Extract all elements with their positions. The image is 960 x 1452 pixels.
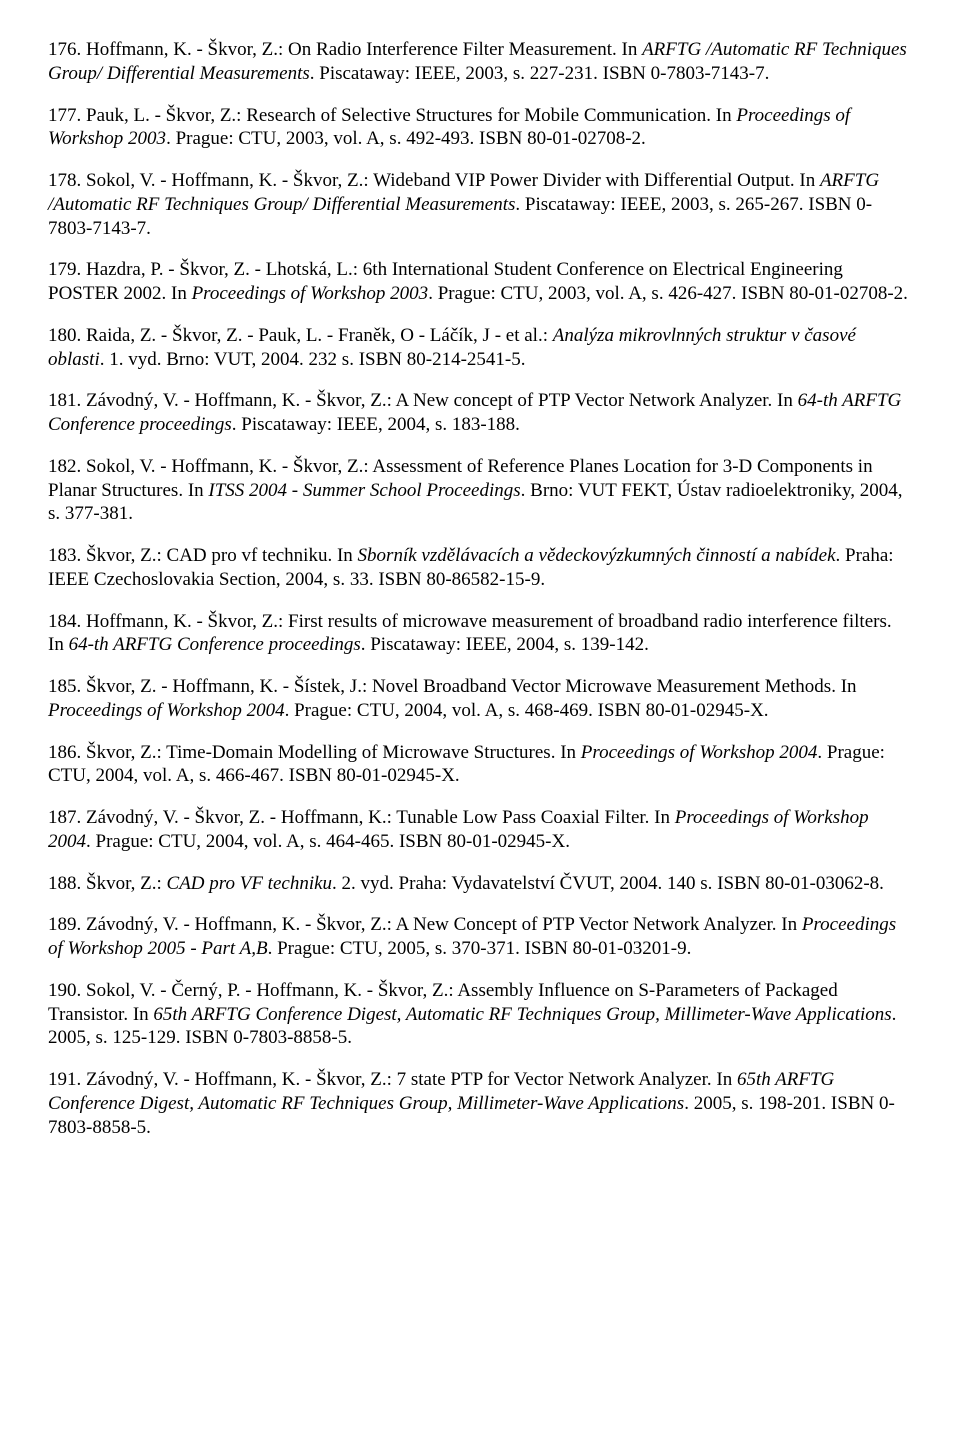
reference-number: 189.	[48, 914, 81, 935]
reference-number: 186.	[48, 742, 81, 763]
reference-text: Pauk, L. - Škvor, Z.: Research of Select…	[48, 105, 850, 150]
reference-number: 179.	[48, 259, 81, 280]
reference-number: 182.	[48, 456, 81, 477]
reference-text: Hazdra, P. - Škvor, Z. - Lhotská, L.: 6t…	[48, 259, 908, 304]
reference-item: 182. Sokol, V. - Hoffmann, K. - Škvor, Z…	[48, 455, 912, 526]
reference-item: 180. Raida, Z. - Škvor, Z. - Pauk, L. - …	[48, 324, 912, 372]
reference-item: 177. Pauk, L. - Škvor, Z.: Research of S…	[48, 104, 912, 152]
reference-text: Škvor, Z.: CAD pro VF techniku. 2. vyd. …	[86, 873, 884, 894]
reference-text: Škvor, Z. - Hoffmann, K. - Šístek, J.: N…	[48, 676, 857, 721]
reference-item: 191. Závodný, V. - Hoffmann, K. - Škvor,…	[48, 1068, 912, 1139]
reference-text: Raida, Z. - Škvor, Z. - Pauk, L. - Franě…	[48, 325, 856, 370]
reference-number: 185.	[48, 676, 81, 697]
reference-text: Závodný, V. - Hoffmann, K. - Škvor, Z.: …	[48, 914, 896, 959]
reference-text: Sokol, V. - Černý, P. - Hoffmann, K. - Š…	[48, 980, 896, 1049]
reference-text: Sokol, V. - Hoffmann, K. - Škvor, Z.: As…	[48, 456, 903, 525]
reference-item: 179. Hazdra, P. - Škvor, Z. - Lhotská, L…	[48, 258, 912, 306]
reference-item: 178. Sokol, V. - Hoffmann, K. - Škvor, Z…	[48, 169, 912, 240]
reference-number: 176.	[48, 39, 81, 60]
reference-item: 188. Škvor, Z.: CAD pro VF techniku. 2. …	[48, 872, 912, 896]
reference-number: 187.	[48, 807, 81, 828]
reference-number: 178.	[48, 170, 81, 191]
reference-item: 185. Škvor, Z. - Hoffmann, K. - Šístek, …	[48, 675, 912, 723]
reference-number: 181.	[48, 390, 81, 411]
reference-item: 183. Škvor, Z.: CAD pro vf techniku. In …	[48, 544, 912, 592]
reference-text: Sokol, V. - Hoffmann, K. - Škvor, Z.: Wi…	[48, 170, 879, 239]
reference-number: 183.	[48, 545, 81, 566]
reference-text: Hoffmann, K. - Škvor, Z.: First results …	[48, 611, 892, 656]
reference-number: 190.	[48, 980, 81, 1001]
reference-number: 180.	[48, 325, 81, 346]
reference-item: 187. Závodný, V. - Škvor, Z. - Hoffmann,…	[48, 806, 912, 854]
reference-text: Škvor, Z.: Time-Domain Modelling of Micr…	[48, 742, 885, 787]
reference-item: 181. Závodný, V. - Hoffmann, K. - Škvor,…	[48, 389, 912, 437]
reference-item: 189. Závodný, V. - Hoffmann, K. - Škvor,…	[48, 913, 912, 961]
reference-number: 177.	[48, 105, 81, 126]
reference-item: 176. Hoffmann, K. - Škvor, Z.: On Radio …	[48, 38, 912, 86]
reference-item: 184. Hoffmann, K. - Škvor, Z.: First res…	[48, 610, 912, 658]
reference-item: 186. Škvor, Z.: Time-Domain Modelling of…	[48, 741, 912, 789]
reference-text: Hoffmann, K. - Škvor, Z.: On Radio Inter…	[48, 39, 907, 84]
reference-text: Závodný, V. - Škvor, Z. - Hoffmann, K.: …	[48, 807, 869, 852]
reference-text: Škvor, Z.: CAD pro vf techniku. In Sborn…	[48, 545, 894, 590]
reference-number: 188.	[48, 873, 81, 894]
reference-text: Závodný, V. - Hoffmann, K. - Škvor, Z.: …	[48, 390, 901, 435]
reference-text: Závodný, V. - Hoffmann, K. - Škvor, Z.: …	[48, 1069, 895, 1138]
reference-item: 190. Sokol, V. - Černý, P. - Hoffmann, K…	[48, 979, 912, 1050]
reference-list: 176. Hoffmann, K. - Škvor, Z.: On Radio …	[48, 38, 912, 1139]
reference-number: 191.	[48, 1069, 81, 1090]
reference-number: 184.	[48, 611, 81, 632]
